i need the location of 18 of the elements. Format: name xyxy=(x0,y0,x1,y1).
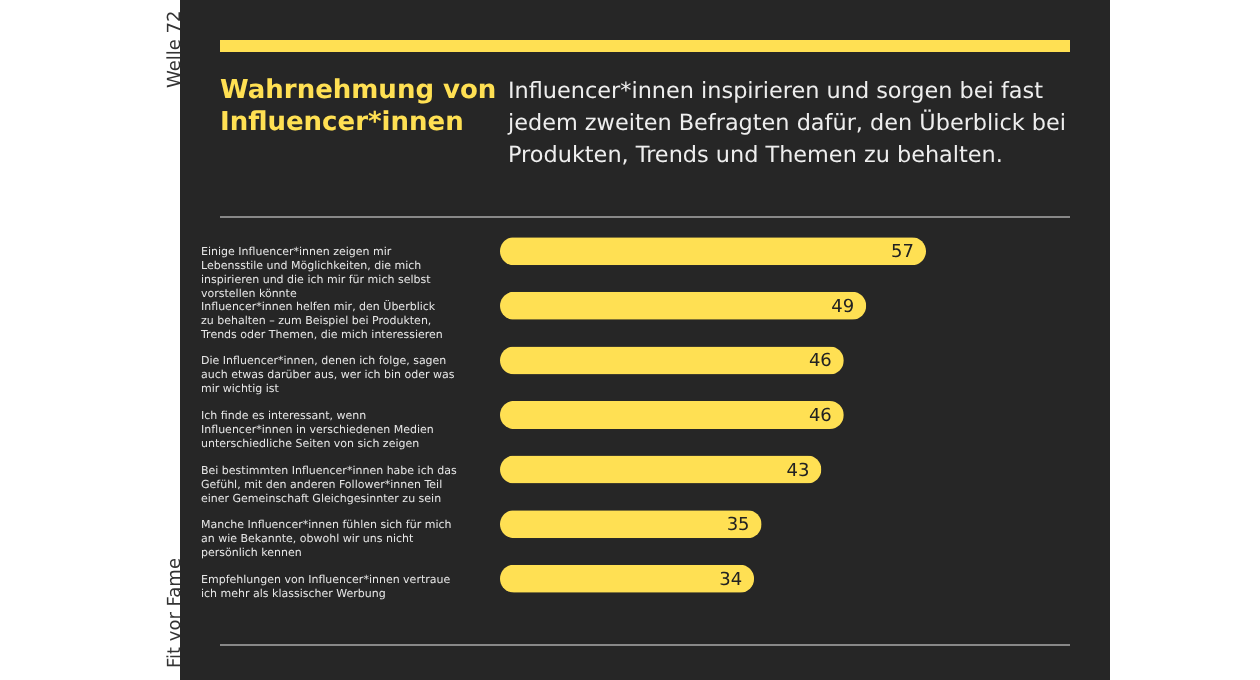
bar xyxy=(500,510,762,539)
bar xyxy=(500,291,867,320)
bar xyxy=(500,455,822,484)
text: Welle 72 xyxy=(166,10,186,88)
bar xyxy=(500,237,926,266)
data-label: 46 xyxy=(808,407,833,427)
chart-subtitle: Influencer*innen inspirieren und sorgen bei fast jedem zweiten Befragten dafür, den Überblick bei Produkten, Trends und Themen zu behalten. xyxy=(508,76,1069,172)
bar xyxy=(500,346,844,375)
data-label: 35 xyxy=(726,516,750,537)
text: Fit vor Fame xyxy=(166,558,186,668)
data-label: 34 xyxy=(719,570,743,591)
data-label: 49 xyxy=(831,297,855,318)
chart-title: Wahrnehmung von Influencer*innen xyxy=(220,76,499,140)
data-label: 43 xyxy=(786,461,810,482)
data-label: 57 xyxy=(891,243,914,264)
bar xyxy=(500,401,844,429)
bar xyxy=(500,564,755,593)
data-label: 46 xyxy=(808,352,833,373)
